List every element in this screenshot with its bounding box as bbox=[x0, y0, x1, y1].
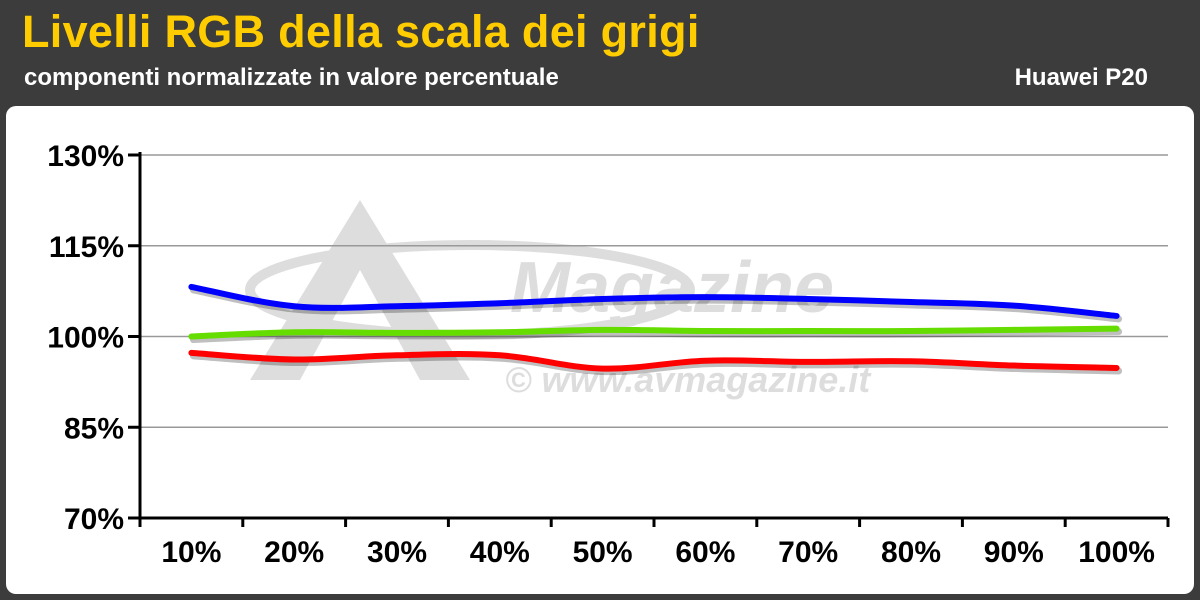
watermark-brand: Magazine bbox=[510, 248, 834, 328]
x-tick-label: 80% bbox=[881, 536, 941, 569]
series-lines bbox=[188, 283, 1123, 376]
chart-panel bbox=[6, 106, 1194, 594]
green-series-line bbox=[188, 325, 1120, 340]
x-tick-labels: 10% 20% 30% 40% 50% 60% 70% 80% 90% 100% bbox=[161, 536, 1155, 569]
x-tick-label: 100% bbox=[1078, 536, 1155, 569]
y-tick-label: 130% bbox=[47, 140, 124, 173]
axes bbox=[128, 152, 1170, 527]
gridlines bbox=[140, 154, 1168, 428]
x-tick-label: 10% bbox=[161, 536, 221, 569]
y-tick-label: 115% bbox=[49, 231, 124, 264]
y-tick-label: 100% bbox=[47, 322, 124, 355]
chart-subtitle: componenti normalizzate in valore percen… bbox=[24, 64, 559, 91]
header: Livelli RGB della scala dei grigi compon… bbox=[0, 0, 1200, 106]
x-tick-label: 60% bbox=[675, 536, 735, 569]
chart-title: Livelli RGB della scala dei grigi bbox=[22, 6, 700, 57]
x-tick-label: 40% bbox=[470, 536, 530, 569]
x-tick-label: 50% bbox=[573, 536, 633, 569]
x-tick-label: 30% bbox=[367, 536, 427, 569]
x-tick-label: 20% bbox=[264, 536, 324, 569]
x-tick-label: 70% bbox=[778, 536, 838, 569]
red-series-line bbox=[188, 349, 1120, 372]
y-tick-labels: 70% 85% 100% 115% 130% bbox=[47, 140, 124, 536]
blue-series-line bbox=[188, 283, 1120, 319]
x-tick-label: 90% bbox=[984, 536, 1044, 569]
y-tick-label: 70% bbox=[64, 503, 124, 536]
y-tick-label: 85% bbox=[64, 412, 124, 445]
device-label: Huawei P20 bbox=[1014, 64, 1148, 91]
